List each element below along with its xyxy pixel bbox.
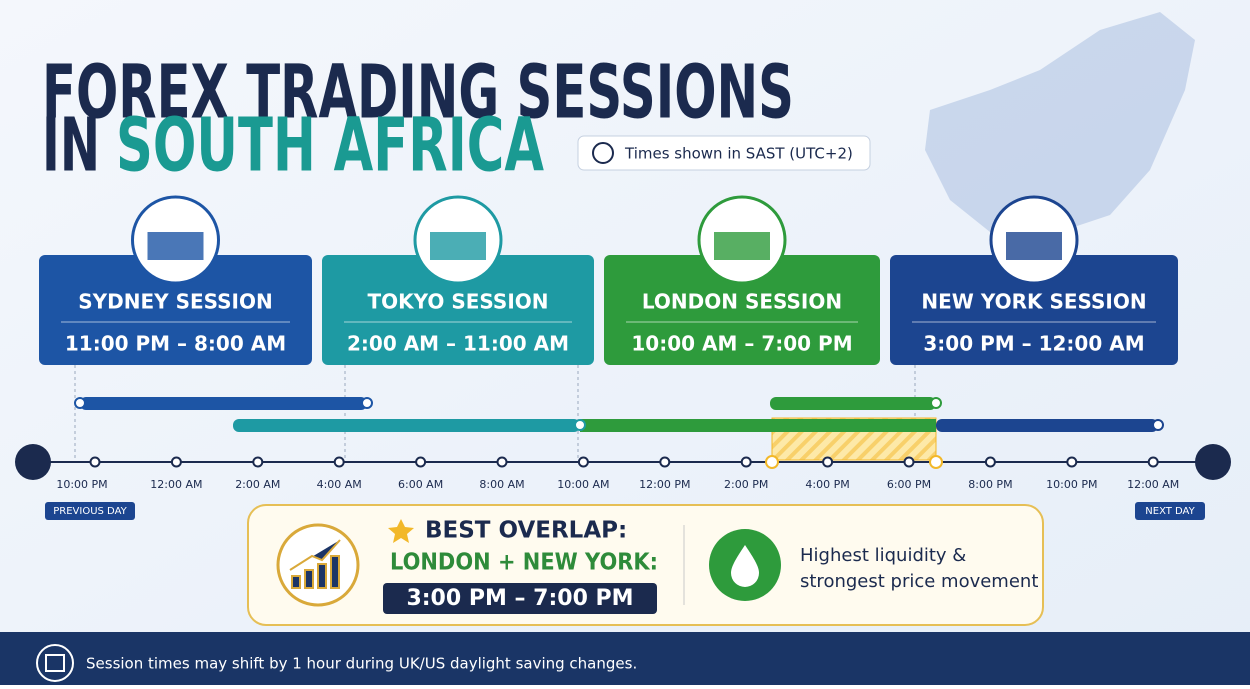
tick-label: 10:00 PM — [1046, 478, 1097, 491]
title-highlight: SOUTH AFRICA — [116, 103, 544, 189]
session-name: TOKYO SESSION — [367, 290, 548, 314]
session-card — [322, 255, 594, 365]
tick-label: 2:00 PM — [724, 478, 768, 491]
tick-label: 10:00 AM — [557, 478, 609, 491]
bar-endpoint — [74, 397, 86, 409]
benefit-line: Highest liquidity & — [800, 545, 966, 566]
prev-day-badge — [45, 502, 135, 520]
star-icon — [388, 519, 414, 543]
tick-label: 12:00 AM — [1127, 478, 1179, 491]
next-day-label: NEXT DAY — [1145, 506, 1195, 517]
sydney-bar — [80, 397, 367, 410]
tick-label: 4:00 PM — [805, 478, 849, 491]
prev-day-label: PREVIOUS DAY — [53, 506, 127, 517]
bar-endpoint — [574, 419, 586, 431]
session-time: 11:00 PM – 8:00 AM — [65, 332, 286, 356]
bar-endpoint — [1152, 419, 1164, 431]
tick-label: 12:00 AM — [150, 478, 202, 491]
overlap-time: 3:00 PM – 7:00 PM — [406, 586, 633, 611]
tick-dot — [252, 456, 264, 468]
overlap-time-pill — [383, 583, 657, 614]
droplet — [731, 545, 759, 587]
session-icon-skyline — [430, 232, 486, 260]
next-day-badge — [1135, 502, 1205, 520]
clock-icon — [592, 142, 614, 164]
tick-dot — [415, 456, 427, 468]
tick-label: 2:00 AM — [235, 478, 280, 491]
moon-icon — [15, 444, 51, 480]
tick-dot — [496, 456, 508, 468]
session-card — [890, 255, 1178, 365]
session-card — [39, 255, 312, 365]
tick-label: 4:00 AM — [317, 478, 362, 491]
tick-dot — [89, 456, 101, 468]
session-cards: SYDNEY SESSION 11:00 PM – 8:00 AM TOKYO SE… — [39, 195, 1178, 462]
timeline: PREVIOUS DAY NEXT DAY 10:00 PM 12:00 AM 2:… — [15, 397, 1231, 520]
tick-dot — [333, 456, 345, 468]
map-south-africa — [925, 12, 1195, 235]
london-bar — [580, 419, 936, 432]
tick-label: 6:00 AM — [398, 478, 443, 491]
london-overlap-bar — [770, 397, 936, 410]
tick-dot — [984, 456, 996, 468]
tick-label: 6:00 PM — [887, 478, 931, 491]
tick-dot — [170, 456, 182, 468]
tick-label: 10:00 PM — [56, 478, 107, 491]
bar-endpoint — [361, 397, 373, 409]
title-prefix: IN — [42, 103, 100, 189]
session-icon-skyline — [714, 232, 770, 260]
footer-note: Session times may shift by 1 hour during… — [86, 655, 637, 673]
session-time: 2:00 AM – 11:00 AM — [347, 332, 569, 356]
newyork-bar — [936, 419, 1158, 432]
chart-icon-graphic — [289, 539, 341, 589]
moon-icon — [1195, 444, 1231, 480]
calendar-glyph — [45, 654, 65, 672]
overlap-pair: LONDON + NEW YORK: — [390, 550, 658, 576]
calendar-icon — [36, 644, 74, 682]
tick-label: 8:00 AM — [479, 478, 524, 491]
tokyo-bar — [233, 419, 580, 432]
tick-dot — [577, 456, 589, 468]
session-name: LONDON SESSION — [642, 290, 842, 314]
overlap-marker — [929, 455, 943, 469]
session-time: 10:00 AM – 7:00 PM — [631, 332, 852, 356]
tick-dot — [659, 456, 671, 468]
tick-dot — [903, 456, 915, 468]
timezone-note: Times shown in SAST (UTC+2) — [624, 145, 853, 163]
tick-dot — [822, 456, 834, 468]
tick-label: 12:00 PM — [639, 478, 690, 491]
timezone-box — [577, 135, 871, 171]
tick-dot — [1066, 456, 1078, 468]
bar-endpoint — [930, 397, 942, 409]
overlap-heading: BEST OVERLAP: — [425, 518, 627, 544]
session-card — [604, 255, 880, 365]
overlap-marker — [765, 455, 779, 469]
session-icon-skyline — [1006, 232, 1062, 260]
session-name: SYDNEY SESSION — [78, 290, 273, 314]
session-name: NEW YORK SESSION — [921, 290, 1146, 314]
footer-band — [0, 632, 1250, 685]
benefit-line: strongest price movement — [800, 571, 1038, 592]
tick-label: 8:00 PM — [968, 478, 1012, 491]
tick-dot — [740, 456, 752, 468]
title-line1: FOREX TRADING SESSIONS — [42, 50, 794, 136]
tick-dot — [1147, 456, 1159, 468]
session-icon-skyline — [147, 232, 204, 260]
session-time: 3:00 PM – 12:00 AM — [923, 332, 1144, 356]
